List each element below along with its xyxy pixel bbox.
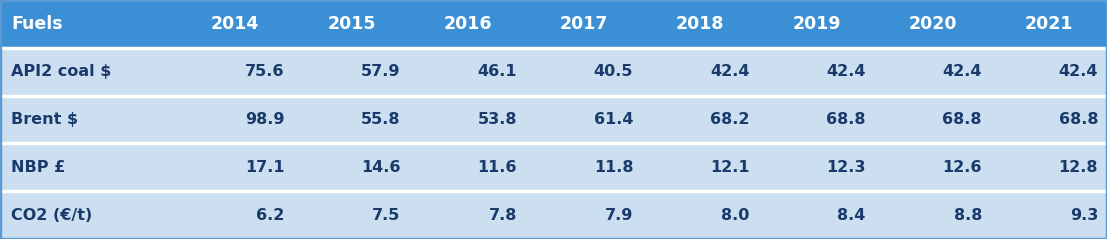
Text: 17.1: 17.1: [245, 160, 284, 175]
Text: 11.8: 11.8: [593, 160, 633, 175]
Text: 42.4: 42.4: [826, 64, 866, 79]
Text: 55.8: 55.8: [361, 112, 401, 127]
Text: 68.8: 68.8: [1058, 112, 1098, 127]
Text: 75.6: 75.6: [245, 64, 284, 79]
Text: 14.6: 14.6: [361, 160, 401, 175]
Text: 8.8: 8.8: [953, 208, 982, 223]
Text: 8.0: 8.0: [721, 208, 749, 223]
Text: 57.9: 57.9: [361, 64, 401, 79]
Text: 12.1: 12.1: [710, 160, 749, 175]
Text: 68.8: 68.8: [826, 112, 866, 127]
Text: 7.9: 7.9: [604, 208, 633, 223]
Text: 11.6: 11.6: [477, 160, 517, 175]
Text: 2019: 2019: [793, 15, 840, 33]
Text: 7.8: 7.8: [488, 208, 517, 223]
Text: 2014: 2014: [211, 15, 259, 33]
Text: 9.3: 9.3: [1069, 208, 1098, 223]
Bar: [0, 96, 1107, 143]
Bar: [0, 143, 1107, 191]
Text: 42.4: 42.4: [710, 64, 749, 79]
Text: 40.5: 40.5: [593, 64, 633, 79]
Text: 42.4: 42.4: [942, 64, 982, 79]
Bar: [0, 48, 1107, 96]
Text: 12.3: 12.3: [826, 160, 866, 175]
Text: 12.8: 12.8: [1058, 160, 1098, 175]
Text: 42.4: 42.4: [1058, 64, 1098, 79]
Text: NBP £: NBP £: [11, 160, 65, 175]
Text: 8.4: 8.4: [837, 208, 866, 223]
Bar: [0, 0, 1107, 48]
Text: 2021: 2021: [1025, 15, 1073, 33]
Text: 2015: 2015: [328, 15, 375, 33]
Text: Fuels: Fuels: [11, 15, 63, 33]
Text: 12.6: 12.6: [942, 160, 982, 175]
Text: 98.9: 98.9: [245, 112, 284, 127]
Text: 68.2: 68.2: [710, 112, 749, 127]
Text: 6.2: 6.2: [256, 208, 284, 223]
Text: 2020: 2020: [909, 15, 956, 33]
Text: Brent $: Brent $: [11, 112, 79, 127]
Text: 2018: 2018: [676, 15, 724, 33]
Text: 2017: 2017: [560, 15, 608, 33]
Text: 61.4: 61.4: [593, 112, 633, 127]
Text: 68.8: 68.8: [942, 112, 982, 127]
Text: 53.8: 53.8: [477, 112, 517, 127]
Text: API2 coal $: API2 coal $: [11, 64, 112, 79]
Text: 2016: 2016: [444, 15, 492, 33]
Bar: [0, 191, 1107, 239]
Text: CO2 (€/t): CO2 (€/t): [11, 208, 92, 223]
Text: 7.5: 7.5: [372, 208, 401, 223]
Text: 46.1: 46.1: [477, 64, 517, 79]
